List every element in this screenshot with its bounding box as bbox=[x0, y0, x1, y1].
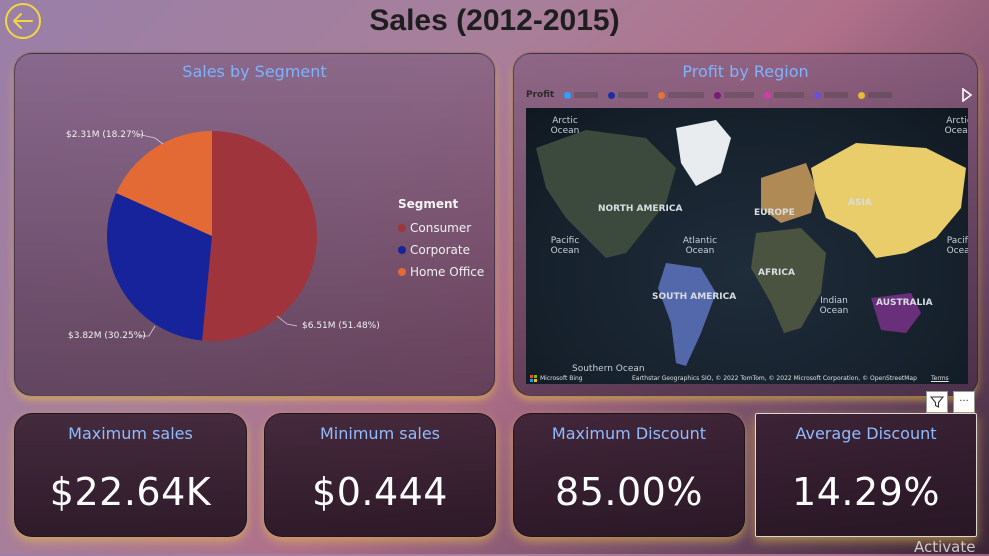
legend-item-home-office[interactable]: Home Office bbox=[398, 261, 484, 283]
label-north-america: NORTH AMERICA bbox=[598, 204, 683, 214]
map-terms-link[interactable]: Terms bbox=[931, 375, 949, 382]
southern-ocean: Southern Ocean bbox=[572, 364, 645, 374]
more-options-button[interactable]: ··· bbox=[953, 391, 975, 413]
bing-logo: Microsoft Bing bbox=[530, 375, 583, 382]
pie-label-consumer: $6.51M (51.48%) bbox=[302, 321, 380, 331]
pacific-ocean-right: Pacific Ocean bbox=[946, 236, 968, 256]
kpi-card-average-discount[interactable]: Average Discount 14.29% bbox=[755, 413, 977, 537]
pie-leader-line bbox=[139, 325, 156, 337]
map-legend-dot[interactable] bbox=[764, 91, 772, 99]
arctic-ocean-right: Arctic Ocean bbox=[944, 116, 968, 136]
label-australia: AUSTRALIA bbox=[876, 298, 933, 308]
world-map-shapes bbox=[536, 120, 966, 366]
pie-label-home-office: $2.31M (18.27%) bbox=[66, 130, 144, 140]
arctic-ocean-left: Arctic Ocean bbox=[550, 116, 580, 136]
kpi-card-minimum-sales[interactable]: Minimum sales $0.444 bbox=[264, 413, 496, 537]
filter-button[interactable] bbox=[926, 391, 948, 413]
legend-item-consumer[interactable]: Consumer bbox=[398, 217, 484, 239]
play-right-icon[interactable] bbox=[961, 88, 973, 102]
kpi-card-maximum-sales[interactable]: Maximum sales $22.64K bbox=[14, 413, 247, 537]
bing-label: Microsoft Bing bbox=[540, 375, 583, 382]
kpi-value: $22.64K bbox=[49, 470, 212, 514]
pacific-ocean-left: Pacific Ocean bbox=[550, 236, 580, 256]
pie-slice-consumer[interactable] bbox=[202, 131, 318, 341]
map-legend-dot[interactable] bbox=[814, 91, 822, 99]
label-africa: AFRICA bbox=[758, 268, 795, 278]
kpi-label: Average Discount bbox=[795, 424, 937, 443]
map-legend: Profit bbox=[526, 90, 893, 100]
profit-by-region-panel[interactable]: Profit by Region Profit Arcti bbox=[513, 53, 978, 396]
label-south-america: SOUTH AMERICA bbox=[652, 292, 737, 302]
map-legend-prefix: Profit bbox=[526, 90, 555, 100]
pie-slice-home-office[interactable] bbox=[116, 131, 212, 236]
kpi-value: $0.444 bbox=[312, 470, 448, 514]
pie-slice-corporate[interactable] bbox=[107, 192, 212, 341]
map-legend-dot[interactable] bbox=[608, 91, 616, 99]
page-title: Sales (2012-2015) bbox=[369, 4, 620, 37]
label-asia: ASIA bbox=[848, 198, 872, 208]
pie-leader-line bbox=[276, 315, 298, 327]
pie-label-corporate: $3.82M (30.25%) bbox=[68, 331, 146, 341]
sales-by-segment-panel[interactable]: Sales by Segment $2.31M (18.27%) $3.82M … bbox=[14, 53, 495, 396]
kpi-label: Minimum sales bbox=[320, 424, 440, 443]
legend-dot-corporate bbox=[398, 246, 406, 254]
arrow-left-circle-icon bbox=[13, 13, 33, 29]
kpi-label: Maximum Discount bbox=[551, 424, 707, 443]
label-europe: EUROPE bbox=[754, 208, 795, 218]
sales-by-segment-pie bbox=[107, 131, 318, 341]
legend-dot-home-office bbox=[398, 268, 406, 276]
segment-legend: Segment Consumer Corporate Home Office bbox=[398, 197, 484, 283]
map-legend-dot[interactable] bbox=[658, 91, 666, 99]
kpi-label: Maximum sales bbox=[68, 424, 193, 443]
map-legend-dot[interactable] bbox=[564, 91, 572, 99]
kpi-card-maximum-discount[interactable]: Maximum Discount 85.00% bbox=[513, 413, 745, 537]
activate-watermark: Activate bbox=[914, 538, 976, 556]
profit-by-region-title: Profit by Region bbox=[682, 62, 809, 81]
legend-item-corporate[interactable]: Corporate bbox=[398, 239, 484, 261]
filter-icon bbox=[930, 396, 944, 408]
legend-label-home-office: Home Office bbox=[410, 265, 485, 279]
kpi-value: 14.29% bbox=[792, 470, 940, 514]
legend-label-consumer: Consumer bbox=[410, 221, 472, 235]
indian-ocean: Indian Ocean bbox=[819, 296, 849, 316]
back-button[interactable] bbox=[5, 3, 41, 39]
map-legend-dot[interactable] bbox=[858, 91, 866, 99]
pie-leader-line bbox=[136, 133, 164, 145]
legend-title: Segment bbox=[398, 197, 459, 211]
map-legend-dot[interactable] bbox=[714, 91, 722, 99]
legend-dot-consumer bbox=[398, 224, 406, 232]
atlantic-ocean: Atlantic Ocean bbox=[682, 236, 718, 256]
world-map[interactable]: Arctic Ocean Arctic Ocean Pacific Ocean … bbox=[526, 108, 968, 384]
sales-by-segment-title: Sales by Segment bbox=[182, 62, 327, 81]
more-options-icon: ··· bbox=[959, 396, 969, 407]
kpi-value: 85.00% bbox=[555, 470, 703, 514]
map-credit: Earthstar Geographics SIO, © 2022 TomTom… bbox=[632, 375, 917, 382]
microsoft-logo-icon bbox=[530, 375, 537, 382]
legend-label-corporate: Corporate bbox=[410, 243, 470, 257]
